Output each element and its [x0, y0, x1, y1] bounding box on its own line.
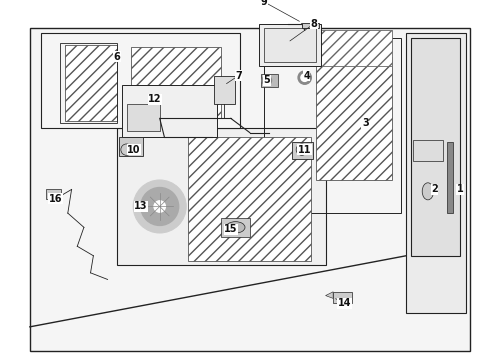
- FancyBboxPatch shape: [65, 45, 117, 121]
- Text: 12: 12: [148, 94, 162, 104]
- Text: 16: 16: [49, 194, 62, 204]
- Ellipse shape: [422, 183, 434, 200]
- Text: 4: 4: [303, 71, 310, 81]
- FancyBboxPatch shape: [311, 30, 392, 66]
- Text: 13: 13: [134, 202, 147, 211]
- Text: 6: 6: [114, 52, 121, 62]
- Text: 14: 14: [338, 298, 351, 308]
- FancyBboxPatch shape: [261, 74, 278, 87]
- Ellipse shape: [226, 222, 245, 233]
- Text: 8: 8: [311, 19, 318, 28]
- Text: 11: 11: [298, 145, 312, 155]
- Circle shape: [262, 76, 271, 85]
- Circle shape: [141, 188, 179, 225]
- FancyBboxPatch shape: [302, 23, 319, 28]
- FancyBboxPatch shape: [122, 85, 217, 137]
- Text: 7: 7: [235, 71, 242, 81]
- FancyBboxPatch shape: [316, 57, 392, 180]
- FancyBboxPatch shape: [447, 142, 453, 213]
- Text: 5: 5: [264, 76, 270, 85]
- Circle shape: [154, 201, 166, 212]
- Text: 1: 1: [457, 184, 464, 194]
- Polygon shape: [411, 38, 460, 256]
- FancyBboxPatch shape: [413, 140, 443, 161]
- Polygon shape: [117, 128, 325, 265]
- Circle shape: [133, 180, 186, 233]
- FancyBboxPatch shape: [188, 137, 311, 261]
- Text: 10: 10: [127, 145, 141, 155]
- FancyBboxPatch shape: [46, 189, 61, 199]
- FancyBboxPatch shape: [119, 137, 143, 156]
- FancyBboxPatch shape: [333, 292, 352, 303]
- Text: 2: 2: [431, 184, 438, 194]
- FancyBboxPatch shape: [259, 24, 321, 66]
- FancyBboxPatch shape: [41, 33, 240, 128]
- Polygon shape: [30, 28, 469, 351]
- Polygon shape: [325, 292, 333, 298]
- Circle shape: [301, 74, 309, 81]
- Polygon shape: [406, 33, 466, 312]
- Text: 3: 3: [362, 118, 368, 128]
- FancyBboxPatch shape: [126, 104, 160, 131]
- Circle shape: [298, 71, 311, 84]
- Text: 15: 15: [224, 224, 238, 234]
- Text: 9: 9: [261, 0, 268, 7]
- FancyBboxPatch shape: [214, 76, 235, 104]
- FancyBboxPatch shape: [131, 47, 221, 118]
- FancyBboxPatch shape: [264, 28, 316, 62]
- FancyBboxPatch shape: [293, 142, 313, 159]
- FancyBboxPatch shape: [221, 218, 250, 237]
